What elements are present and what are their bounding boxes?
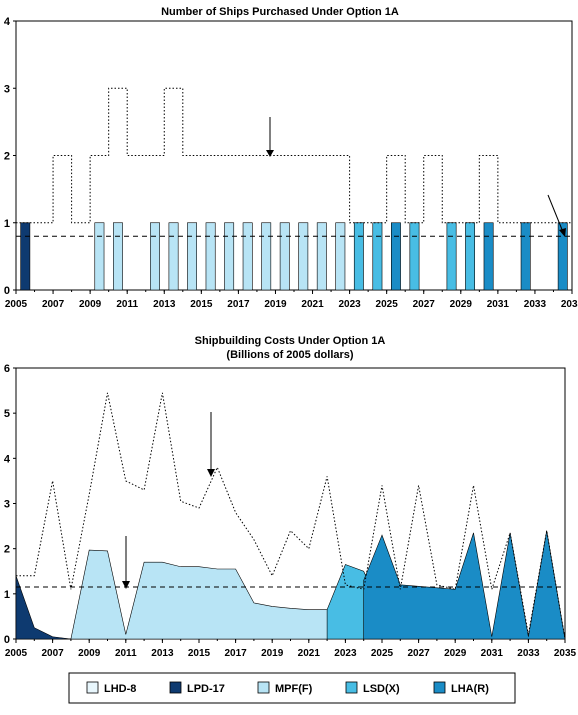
chart2-xtick-2009: 2009 [78,648,101,659]
chart2-ytick-5: 5 [4,408,10,420]
legend-swatch-mpf-f [257,681,270,694]
chart1-xtick-2035: 2035 [561,299,578,310]
legend-label-lha-r: LHA(R) [451,683,489,695]
chart1-xtick-2019: 2019 [264,299,287,310]
chart2-xtick-2019: 2019 [261,648,284,659]
chart2-xtick-2005: 2005 [5,648,28,659]
chart1-bar-2012 [150,222,160,291]
chart1-bar-2017 [242,222,253,291]
legend-label-mpf-f: MPF(F) [275,683,313,695]
chart1-bar-2022 [335,222,346,291]
chart2-xtick-2007: 2007 [41,648,64,659]
chart2-xtick-2023: 2023 [334,648,357,659]
chart1-bar-2018 [261,222,272,291]
chart1-xtick-2009: 2009 [79,299,102,310]
chart1-xtick-2005: 2005 [5,299,28,310]
legend-label-lsd-x: LSD(X) [363,683,400,695]
chart1-xtick-2023: 2023 [338,299,361,310]
chart1-bar-2032 [520,222,531,291]
chart2-ytick-3: 3 [4,499,10,511]
chart1-xtick-2021: 2021 [301,299,324,310]
chart1-bar-2026 [409,222,420,291]
chart1-bar-2005 [20,222,31,291]
chart2-xtick-2031: 2031 [481,648,504,659]
chart1-steady-arrow [547,194,564,233]
chart1-bar-2016 [224,222,235,291]
chart1-ytick-3: 3 [4,83,10,95]
chart1-bar-2025 [390,222,401,291]
chart2-title: Shipbuilding Costs Under Option 1A [195,335,386,347]
chart2-xtick-2033: 2033 [517,648,540,659]
chart1-bar-2009 [94,222,105,291]
chart1-bar-2013 [168,222,179,291]
chart1-bar-2014 [187,222,198,291]
legend: LHD-8 LPD-17 MPF(F) LSD(X) LHA(R) [68,672,516,704]
chart1-xtick-2011: 2011 [116,299,138,310]
chart1-ytick-0: 0 [4,285,10,297]
chart2-xtick-2025: 2025 [371,648,394,659]
chart2-xtick-2017: 2017 [224,648,247,659]
legend-label-lhd-8: LHD-8 [104,683,136,695]
chart2-ytick-6: 6 [4,363,10,375]
chart1-xtick-2015: 2015 [190,299,213,310]
chart1-ytick-4: 4 [4,16,11,28]
chart2-plot: 0 1 2 3 4 5 6 2005 2007 2009 2011 2013 2015 2017 2019 2… [4,363,577,659]
chart2-area-lha-r- [363,530,566,640]
chart2-xtick-2011: 2011 [115,648,137,659]
chart1-xtick-2025: 2025 [376,299,399,310]
legend-swatch-lhd-8 [86,681,99,694]
chart1-xtick-2031: 2031 [487,299,510,310]
chart1-bar-2030 [483,222,494,291]
chart1-title: Number of Ships Purchased Under Option 1… [161,6,399,18]
chart2-xtick-2027: 2027 [407,648,430,659]
chart2-ytick-1: 1 [4,589,10,601]
chart1-ytick-1: 1 [4,218,10,230]
chart2-xtick-2015: 2015 [188,648,211,659]
chart2-navy-plan-arrowhead [207,469,215,477]
chart2-steady-arrowhead [122,581,130,589]
chart2-ytick-2: 2 [4,544,10,556]
chart1-bar-2028 [446,222,457,291]
chart2-xtick-2013: 2013 [151,648,174,659]
chart2-ytick-4: 4 [4,453,11,465]
chart1-navy-plan-line [16,87,572,224]
chart2-navy-plan-line [16,392,566,640]
chart1-bar-2010 [113,222,123,291]
chart1-bar-2020 [298,222,309,291]
chart1-steady-arrowhead [559,228,566,237]
chart1-bar-2029 [465,222,475,291]
chart1-bar-2023 [353,222,364,291]
chart1-xtick-2027: 2027 [413,299,436,310]
chart2-area-mpf-f- [70,549,346,640]
chart1-xtick-2013: 2013 [153,299,176,310]
chart1-bar-2021 [316,222,327,291]
legend-swatch-lsd-x [345,681,358,694]
chart1-xtick-2007: 2007 [42,299,65,310]
legend-label-lpd-17: LPD-17 [187,683,225,695]
chart2-xtick-2029: 2029 [444,648,467,659]
chart1-ytick-2: 2 [4,151,10,163]
chart1-xtick-2029: 2029 [450,299,473,310]
chart2-xtick-2035: 2035 [554,648,577,659]
legend-swatch-lpd-17 [169,681,182,694]
chart1-xtick-2033: 2033 [524,299,547,310]
chart1-bar-2024 [372,222,383,291]
chart1-bar-2015 [205,222,216,291]
chart1-xtick-2017: 2017 [227,299,250,310]
chart1-plot: 0 1 2 3 4 2005 2007 2009 2011 2013 2015 2017 2019 202… [4,16,578,310]
chart2-subtitle: (Billions of 2005 dollars) [226,349,353,361]
chart1-navy-plan-arrowhead [266,150,274,157]
chart2-xtick-2021: 2021 [298,648,321,659]
chart1-bar-2019 [279,222,290,291]
legend-swatch-lha-r [433,681,446,694]
chart2-ytick-0: 0 [4,634,10,646]
